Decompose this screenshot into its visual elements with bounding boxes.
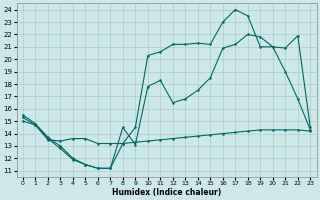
X-axis label: Humidex (Indice chaleur): Humidex (Indice chaleur): [112, 188, 221, 197]
